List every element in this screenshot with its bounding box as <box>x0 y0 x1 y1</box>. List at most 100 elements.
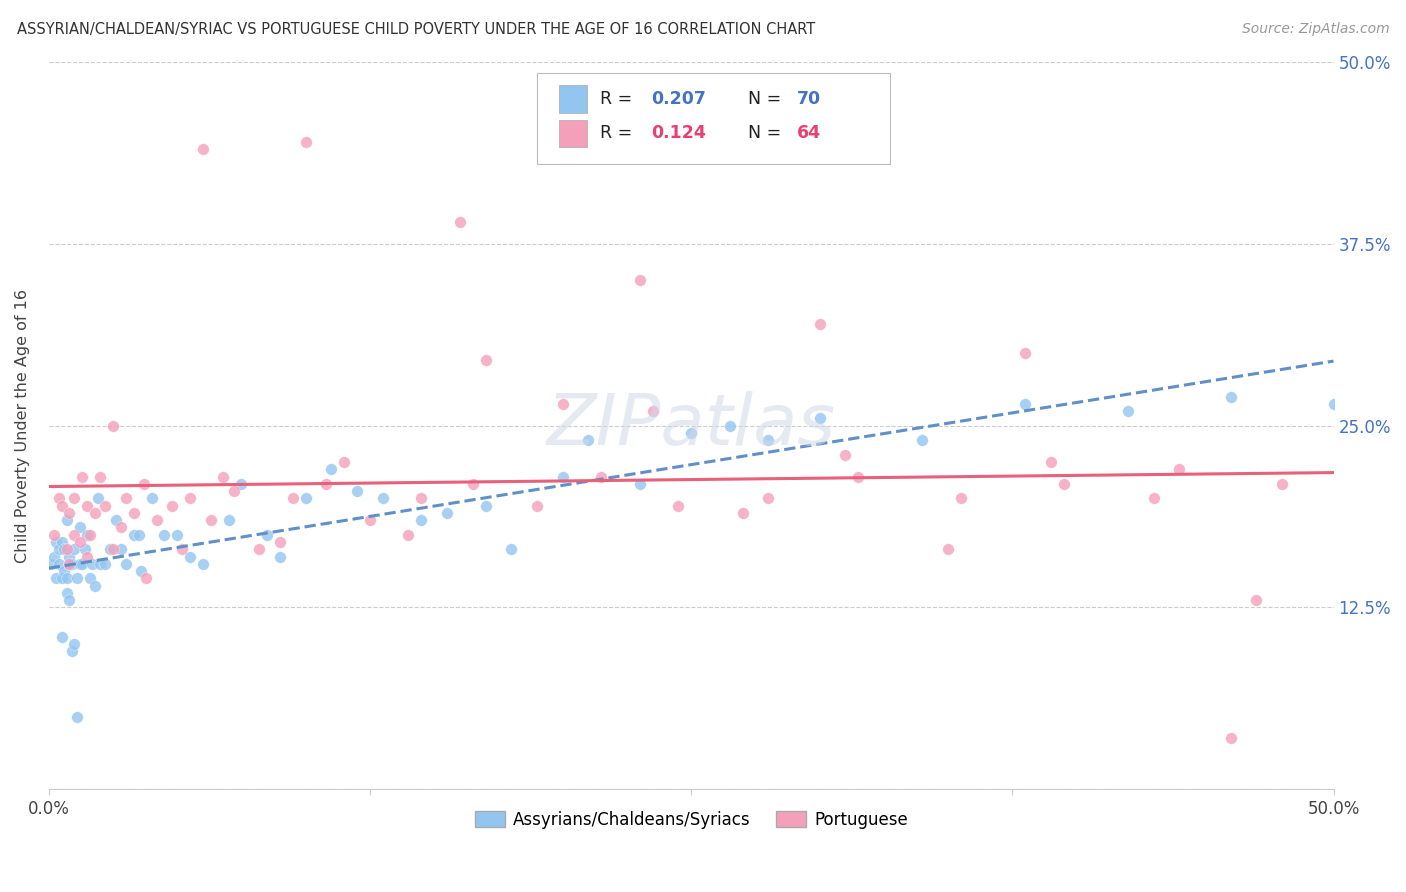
Point <box>166 527 188 541</box>
Point <box>122 527 145 541</box>
Point <box>474 499 496 513</box>
Point <box>51 630 73 644</box>
Point <box>218 513 240 527</box>
Point <box>411 513 433 527</box>
Point <box>1039 455 1062 469</box>
Point <box>145 513 167 527</box>
Point <box>1219 390 1241 404</box>
Point <box>84 579 107 593</box>
Point <box>474 353 496 368</box>
Point <box>681 425 703 440</box>
Point <box>526 499 548 513</box>
Point <box>45 535 67 549</box>
Point <box>191 142 214 156</box>
Point <box>808 317 831 331</box>
Point <box>1053 476 1076 491</box>
Point <box>66 709 89 723</box>
Point <box>461 476 484 491</box>
Point <box>172 542 194 557</box>
Text: N =: N = <box>748 90 780 108</box>
Point <box>1271 476 1294 491</box>
Point <box>48 491 70 506</box>
Text: R =: R = <box>600 124 633 143</box>
Point <box>100 542 122 557</box>
FancyBboxPatch shape <box>537 73 890 164</box>
Point <box>58 506 80 520</box>
Point <box>69 557 91 571</box>
Point <box>42 549 65 564</box>
Point <box>294 491 316 506</box>
Text: 70: 70 <box>796 90 821 108</box>
Point <box>191 557 214 571</box>
Point <box>808 411 831 425</box>
Point <box>1116 404 1139 418</box>
Point <box>231 476 253 491</box>
Point <box>63 527 86 541</box>
Point <box>55 542 77 557</box>
Point <box>53 564 76 578</box>
Point <box>101 542 124 557</box>
Y-axis label: Child Poverty Under the Age of 16: Child Poverty Under the Age of 16 <box>15 289 30 563</box>
Point <box>641 404 664 418</box>
Point <box>846 469 869 483</box>
Point <box>45 571 67 585</box>
Point <box>911 434 934 448</box>
Point <box>89 557 111 571</box>
Point <box>69 520 91 534</box>
Point <box>122 506 145 520</box>
Point <box>222 484 245 499</box>
Point <box>501 542 523 557</box>
Point <box>73 542 96 557</box>
Point <box>153 527 176 541</box>
Point <box>1014 346 1036 360</box>
Point <box>1246 593 1268 607</box>
Point <box>591 469 613 483</box>
Point <box>212 469 235 483</box>
Point <box>576 434 599 448</box>
Point <box>55 513 77 527</box>
Point <box>70 469 93 483</box>
Point <box>371 491 394 506</box>
Point <box>628 476 651 491</box>
Point <box>359 513 381 527</box>
Point <box>411 491 433 506</box>
Point <box>256 527 278 541</box>
Point <box>128 527 150 541</box>
Point <box>551 469 574 483</box>
Point <box>104 513 127 527</box>
Bar <box>558 86 588 113</box>
Point <box>51 571 73 585</box>
Point <box>110 542 132 557</box>
Point <box>269 535 291 549</box>
Point <box>834 448 856 462</box>
Point <box>718 418 741 433</box>
Point <box>94 557 117 571</box>
Point <box>114 491 136 506</box>
Point <box>60 644 83 658</box>
Point <box>79 571 101 585</box>
Text: R =: R = <box>600 90 633 108</box>
Point <box>1143 491 1166 506</box>
Text: 0.207: 0.207 <box>651 90 706 108</box>
Point <box>51 499 73 513</box>
Point <box>63 637 86 651</box>
Text: 0.124: 0.124 <box>651 124 706 143</box>
Point <box>58 593 80 607</box>
Text: ASSYRIAN/CHALDEAN/SYRIAC VS PORTUGUESE CHILD POVERTY UNDER THE AGE OF 16 CORRELA: ASSYRIAN/CHALDEAN/SYRIAC VS PORTUGUESE C… <box>17 22 815 37</box>
Point <box>76 527 98 541</box>
Point <box>51 535 73 549</box>
Point <box>58 557 80 571</box>
Point <box>82 557 104 571</box>
Point <box>129 564 152 578</box>
Text: 64: 64 <box>796 124 821 143</box>
Point <box>294 135 316 149</box>
Point <box>731 506 754 520</box>
Point <box>76 549 98 564</box>
Point <box>101 418 124 433</box>
Point <box>200 513 222 527</box>
Point <box>179 491 201 506</box>
Point <box>63 491 86 506</box>
Point <box>110 520 132 534</box>
Point <box>55 571 77 585</box>
Point <box>86 491 108 506</box>
